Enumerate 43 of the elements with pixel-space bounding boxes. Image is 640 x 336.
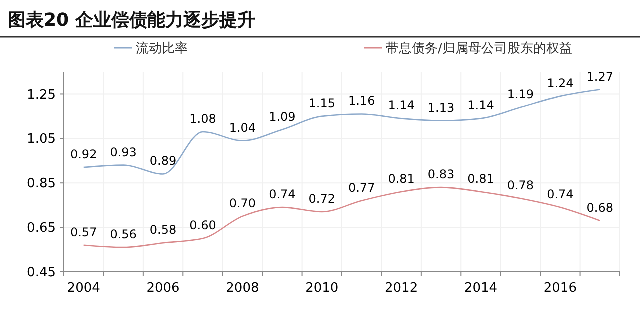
data-label: 1.19 (507, 88, 534, 102)
y-tick-label: 1.05 (27, 132, 56, 148)
x-tick-label: 2016 (544, 281, 577, 296)
data-label: 1.13 (428, 100, 455, 115)
x-tick-label: 2008 (226, 281, 260, 296)
y-tick-label: 0.65 (27, 221, 56, 236)
y-tick-label: 1.25 (27, 88, 56, 103)
data-label: 0.81 (388, 172, 415, 186)
y-tick-label: 0.85 (27, 176, 56, 192)
x-tick-label: 2012 (385, 281, 418, 296)
chart-title: 图表20 企业偿债能力逐步提升 (8, 10, 256, 31)
data-label: 0.83 (428, 168, 455, 182)
data-label: 0.57 (70, 225, 98, 240)
x-tick-label: 2004 (67, 281, 100, 296)
data-label: 0.89 (150, 154, 177, 168)
x-tick-label: 2006 (146, 281, 180, 296)
data-label: 1.16 (348, 94, 376, 108)
data-label: 0.92 (70, 148, 98, 162)
legend-label: 流动比率 (136, 40, 188, 57)
y-tick-label: 0.45 (27, 266, 56, 281)
data-label: 1.09 (269, 110, 296, 124)
data-label: 1.24 (547, 76, 574, 90)
data-label: 0.81 (468, 172, 494, 186)
data-label: 0.58 (150, 223, 177, 238)
data-label: 0.77 (348, 180, 376, 195)
data-label: 0.60 (190, 218, 216, 233)
data-label: 1.15 (308, 96, 336, 110)
data-label: 0.56 (110, 228, 137, 242)
data-label: 0.74 (547, 188, 574, 202)
data-label: 0.70 (229, 196, 256, 210)
data-label: 0.78 (507, 178, 534, 193)
data-label: 1.04 (229, 120, 256, 135)
data-label: 1.14 (468, 98, 494, 113)
x-tick-label: 2014 (464, 281, 498, 296)
data-label: 0.74 (269, 188, 296, 202)
legend-label: 带息债务/归属母公司股东的权益 (386, 42, 572, 57)
x-tick-label: 2010 (306, 281, 339, 296)
data-label: 1.27 (586, 70, 614, 84)
data-label: 0.93 (110, 145, 137, 160)
data-label: 1.08 (190, 112, 216, 126)
data-label: 0.68 (586, 200, 614, 215)
data-label: 0.72 (308, 192, 336, 206)
data-label: 1.14 (388, 98, 415, 113)
